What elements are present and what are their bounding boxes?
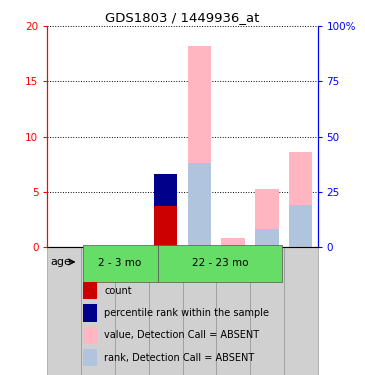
Bar (255, 189, 279, 247)
FancyBboxPatch shape (284, 247, 318, 375)
FancyBboxPatch shape (81, 247, 115, 375)
Bar (289, 152, 312, 247)
Bar (154, 174, 177, 206)
Bar (82, 304, 97, 322)
FancyBboxPatch shape (115, 247, 149, 375)
Bar (82, 282, 97, 299)
Text: rank, Detection Call = ABSENT: rank, Detection Call = ABSENT (104, 352, 254, 363)
FancyBboxPatch shape (250, 247, 284, 375)
Text: 22 - 23 mo: 22 - 23 mo (192, 258, 248, 268)
FancyBboxPatch shape (158, 244, 283, 282)
FancyBboxPatch shape (149, 247, 182, 375)
Text: value, Detection Call = ABSENT: value, Detection Call = ABSENT (104, 330, 259, 340)
Bar (154, 174, 177, 247)
FancyBboxPatch shape (216, 247, 250, 375)
Title: GDS1803 / 1449936_at: GDS1803 / 1449936_at (105, 11, 260, 24)
Bar (188, 163, 211, 247)
Text: age: age (50, 257, 71, 267)
Bar (154, 215, 177, 247)
Bar (82, 327, 97, 344)
Bar (154, 174, 177, 247)
Bar (82, 349, 97, 366)
Bar (188, 46, 211, 247)
Text: count: count (104, 285, 132, 296)
Bar (221, 238, 245, 247)
Bar (289, 205, 312, 247)
Bar (255, 230, 279, 247)
FancyBboxPatch shape (82, 244, 158, 282)
Text: percentile rank within the sample: percentile rank within the sample (104, 308, 269, 318)
Text: 2 - 3 mo: 2 - 3 mo (99, 258, 142, 268)
FancyBboxPatch shape (47, 247, 81, 375)
FancyBboxPatch shape (182, 247, 216, 375)
